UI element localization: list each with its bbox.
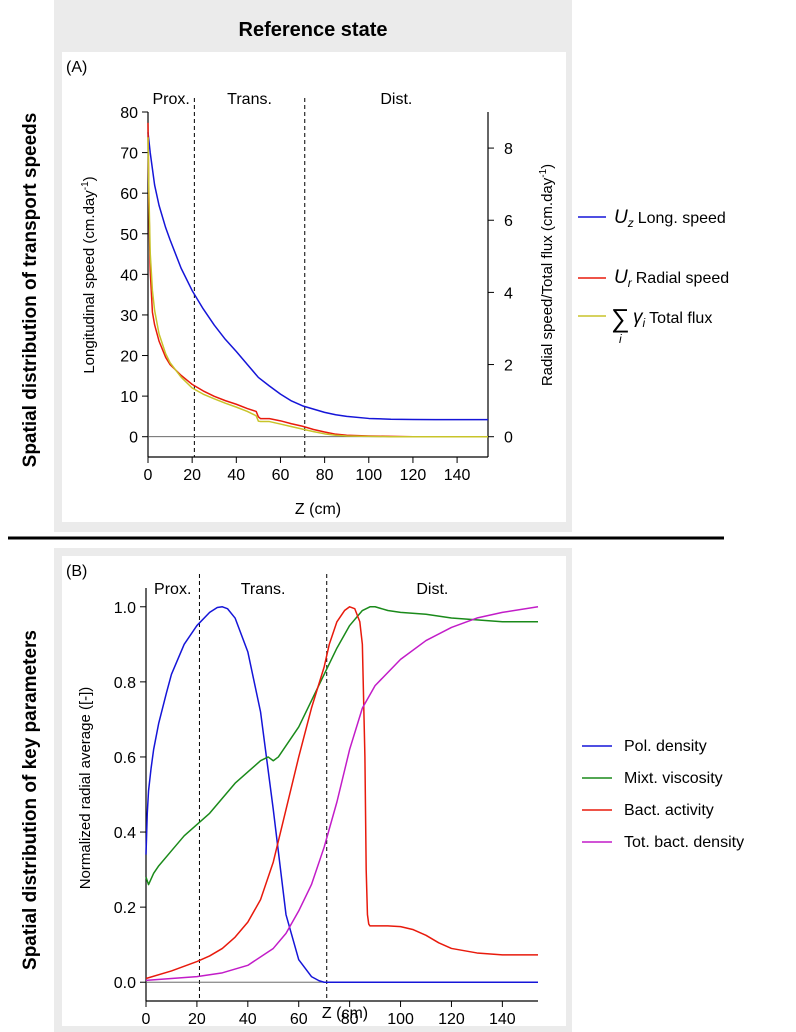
chart-a-y-tick-label: 10	[120, 389, 138, 406]
chart-a-y2-axis-label: Radial speed/Total flux (cm.day-1)	[538, 164, 556, 386]
chart-b-x-tick-label: 100	[387, 1011, 414, 1028]
plot-area-a-frame	[62, 52, 566, 522]
legend-a-entry-long-speed: Uz Long. speed	[614, 207, 726, 230]
chart-a-y-label-end: )	[81, 176, 98, 181]
chart-a-y2-tick-label: 8	[504, 141, 513, 158]
legend-a-entry-radial-speed: Ur Radial speed	[614, 267, 729, 290]
chart-a-y-label-sup: -1	[80, 181, 91, 190]
legend-a-gamma-sub: i	[643, 316, 646, 330]
legend-a-entry-total-flux: γi Total flux	[633, 307, 712, 330]
chart-a-y-tick-label: 80	[120, 105, 138, 122]
chart-a-y-tick-label: 50	[120, 227, 138, 244]
row-label-b: Spatial distribution of key parameters	[20, 630, 41, 970]
chart-a-legend: Uz Long. speed Ur Radial speed ∑ i γi Total…	[578, 207, 729, 346]
legend-a-long-speed-label: Long. speed	[638, 210, 726, 227]
chart-a-series-long-speed	[147, 132, 488, 421]
chart-b-x-tick-label: 60	[290, 1011, 308, 1028]
chart-b-y-tick-label: 0.2	[114, 900, 136, 917]
chart-b-x-tick-label: 140	[489, 1011, 516, 1028]
chart-b-x-axis-label: Z (cm)	[322, 1005, 368, 1022]
chart-b-x-tick-label: 80	[341, 1011, 359, 1028]
chart-b-x-tick-label: 20	[188, 1011, 206, 1028]
chart-a-y2-tick-label: 0	[504, 430, 513, 447]
legend-a-symbol-uz-sub: z	[627, 216, 634, 230]
chart-b-x-tick-label: 120	[438, 1011, 465, 1028]
chart-b-legend: Pol. density Mixt. viscosity Bact. activit…	[582, 738, 744, 851]
chart-b-series-bact-activity	[145, 606, 538, 980]
chart-a-y-tick-label: 30	[120, 308, 138, 325]
chart-a-zone-label: Prox.	[153, 91, 190, 108]
chart-a: (A) Prox. Trans. Dist. 0 20 40 60 80 100 120 1400…	[66, 59, 556, 518]
chart-b-x-tick-label: 40	[239, 1011, 257, 1028]
chart-b-y-tick-label: 0.8	[114, 675, 136, 692]
chart-a-y-tick-label: 60	[120, 186, 138, 203]
chart-a-zone-label: Dist.	[380, 91, 412, 108]
chart-a-x-tick-label: 80	[316, 467, 334, 484]
chart-b-zone-label: Dist.	[416, 581, 448, 598]
chart-b-series-tot-bact-density	[145, 606, 539, 982]
legend-a-sum-symbol: ∑	[611, 303, 630, 333]
legend-a-radial-speed-label: Radial speed	[636, 270, 729, 287]
chart-a-x-tick-label: 140	[444, 467, 471, 484]
chart-a-y2-tick-label: 4	[504, 285, 513, 302]
chart-a-y-tick-label: 40	[120, 267, 138, 284]
chart-a-zone-label: Trans.	[227, 91, 272, 108]
panel-b-label: (B)	[66, 563, 87, 580]
chart-b-x-tick-label: 0	[142, 1011, 151, 1028]
chart-a-y-axis-label: Longitudinal speed (cm.day-1)	[80, 176, 98, 373]
chart-b-y-axis-label: Normalized radial average ([-])	[77, 687, 94, 890]
legend-a-symbol-ur-sub: r	[628, 276, 633, 290]
chart-a-x-tick-label: 20	[183, 467, 201, 484]
legend-b-entry: Bact. activity	[624, 802, 714, 819]
chart-a-series-radial-speed	[147, 122, 488, 438]
chart-a-y-tick-label: 20	[120, 349, 138, 366]
chart-b-y-tick-label: 0.0	[114, 975, 136, 992]
chart-a-y2-tick-label: 6	[504, 213, 513, 230]
chart-a-x-tick-label: 60	[272, 467, 290, 484]
chart-a-x-tick-label: 120	[400, 467, 427, 484]
chart-a-x-axis-label: Z (cm)	[295, 501, 341, 518]
chart-b-series-pol-density	[145, 606, 538, 983]
chart-b-y-tick-label: 0.4	[114, 825, 136, 842]
chart-b-zone-label: Prox.	[154, 581, 191, 598]
legend-b-entry: Mixt. viscosity	[624, 770, 723, 787]
chart-b-zone-label: Trans.	[241, 581, 286, 598]
chart-a-y2-tick-label: 2	[504, 358, 513, 375]
legend-a-symbol-ur: U	[614, 267, 628, 288]
chart-b-y-tick-label: 1.0	[114, 600, 136, 617]
chart-a-y2-label-sup: -1	[538, 168, 549, 177]
chart-a-y2-label-main: Radial speed/Total flux (cm.day	[539, 177, 556, 386]
chart-a-y-label-main: Longitudinal speed (cm.day	[81, 190, 98, 374]
chart-a-x-tick-label: 100	[355, 467, 382, 484]
chart-a-series-total-flux	[147, 137, 488, 438]
legend-a-gamma: γ	[633, 307, 644, 328]
column-title: Reference state	[239, 19, 388, 41]
legend-a-sum-index: i	[619, 332, 622, 346]
plot-area-b-frame	[62, 556, 566, 1026]
chart-b-series-mixt-viscosity	[145, 606, 538, 886]
chart-b-y-tick-label: 0.6	[114, 750, 136, 767]
legend-b-entry: Pol. density	[624, 738, 707, 755]
legend-a-symbol-uz: U	[614, 207, 628, 228]
row-label-a: Spatial distribution of transport speeds	[20, 113, 41, 468]
chart-a-y2-label-end: )	[539, 164, 556, 169]
legend-b-entry: Tot. bact. density	[624, 834, 744, 851]
legend-a-total-flux-label: Total flux	[649, 310, 712, 327]
chart-a-x-tick-label: 40	[227, 467, 245, 484]
chart-a-y-tick-label: 70	[120, 146, 138, 163]
chart-a-x-tick-label: 0	[144, 467, 153, 484]
chart-a-y-tick-label: 0	[129, 430, 138, 447]
chart-b: (B) Prox. Trans. Dist. 0 20 40 60 80 100 120 140 0…	[66, 563, 539, 1028]
panel-a-label: (A)	[66, 59, 87, 76]
